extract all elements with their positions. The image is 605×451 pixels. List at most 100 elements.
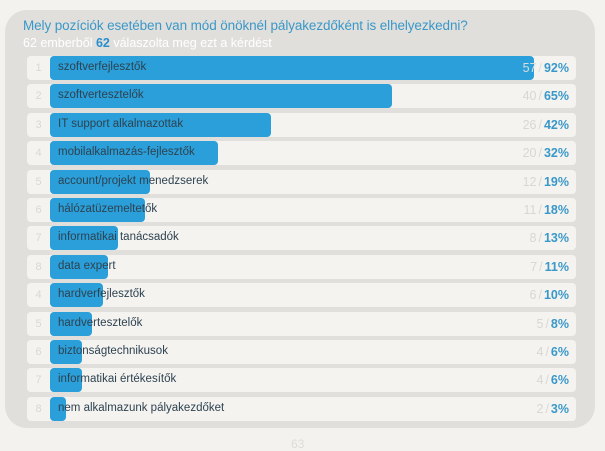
bar — [50, 311, 93, 336]
answer-value: 26/42% — [523, 113, 569, 137]
rank-number: 4 — [35, 289, 42, 302]
respondents-prefix: emberből — [36, 36, 96, 50]
rank-number: 7 — [35, 232, 42, 245]
answer-label: account/projekt menedzserek — [58, 174, 209, 187]
value-separator: / — [538, 146, 542, 161]
answer-value: 8/13% — [530, 226, 569, 250]
respondents-answered: 62 — [95, 36, 110, 50]
answer-percent: 11% — [544, 259, 569, 274]
answer-value: 5/8% — [536, 312, 569, 336]
bar — [50, 84, 392, 109]
answer-row: 2 szoftvertesztelők 40/65% — [27, 84, 576, 109]
bar — [50, 283, 103, 308]
value-separator: / — [545, 373, 549, 388]
rank-number: 5 — [35, 317, 42, 330]
value-separator: / — [545, 345, 549, 359]
answer-label: mobilalkalmazás-fejlesztők — [58, 146, 195, 159]
value-separator: / — [538, 61, 542, 75]
answer-count: 2 — [536, 401, 544, 416]
value-separator: / — [538, 203, 542, 217]
answer-row: 6 biztonságtechnikusok 4/6% — [27, 340, 576, 364]
value-separator: / — [539, 259, 543, 274]
answer-count: 57 — [522, 61, 537, 75]
answer-percent: 32% — [543, 146, 569, 161]
value-separator: / — [538, 288, 542, 303]
value-separator: / — [545, 316, 549, 331]
answer-percent: 65% — [543, 89, 569, 104]
answer-row: 1 szoftverfejlesztők 57/92% — [27, 56, 576, 80]
rank-number: 8 — [35, 260, 42, 273]
answer-percent: 6% — [550, 373, 569, 388]
answer-row: 4 hardverfejlesztők 6/10% — [27, 283, 576, 308]
answer-percent: 10% — [543, 288, 569, 303]
answer-row: 5 hardvertesztelők 5/8% — [27, 311, 576, 336]
rank-number: 1 — [35, 62, 42, 74]
value-separator: / — [538, 231, 542, 246]
rank-number: 6 — [35, 346, 42, 358]
answer-percent: 18% — [543, 203, 569, 217]
bar — [50, 141, 219, 166]
answer-row: 5 account/projekt menedzserek 12/19% — [27, 169, 576, 194]
answer-label: szoftverfejlesztők — [58, 61, 147, 73]
bar — [50, 169, 150, 194]
answer-percent: 3% — [550, 401, 569, 416]
value-separator: / — [538, 117, 542, 132]
answer-label: informatikai értékesítők — [58, 373, 177, 386]
answer-value: 4/6% — [536, 368, 569, 392]
answer-label: hardvertesztelők — [58, 316, 143, 329]
bar — [50, 396, 66, 421]
answer-count: 26 — [522, 117, 537, 132]
answer-value: 40/65% — [523, 84, 569, 108]
answer-value: 7/11% — [530, 255, 569, 279]
answer-percent: 42% — [543, 117, 569, 132]
answer-label: hardverfejlesztők — [58, 288, 145, 301]
answer-row: 4 mobilalkalmazás-fejlesztők 20/32% — [27, 141, 576, 166]
answer-value: 20/32% — [523, 141, 569, 165]
answer-count: 5 — [536, 316, 544, 331]
answer-count: 7 — [530, 259, 538, 274]
rank-number: 8 — [35, 402, 42, 415]
rank-number: 6 — [35, 204, 42, 216]
answer-count: 4 — [536, 373, 544, 388]
bar — [50, 340, 82, 364]
rank-number: 5 — [35, 175, 42, 188]
bar — [50, 254, 108, 279]
answer-count: 4 — [536, 345, 544, 359]
answer-value: 4/6% — [536, 340, 569, 364]
rank-number: 4 — [35, 147, 42, 160]
answer-value: 6/10% — [530, 283, 569, 307]
respondents-summary: 62 emberből 62 válaszolta meg ezt a kérd… — [23, 36, 272, 50]
answer-percent: 13% — [543, 231, 569, 246]
answer-label: nem alkalmazunk pályakezdőket — [58, 401, 225, 414]
value-separator: / — [545, 401, 549, 416]
answer-value: 57/92% — [523, 56, 569, 80]
value-separator: / — [538, 174, 542, 189]
bar — [50, 56, 534, 80]
answer-label: hálózatüzemeltetők — [58, 203, 158, 215]
answer-label: szoftvertesztelők — [58, 89, 144, 102]
answer-count: 11 — [523, 203, 537, 217]
answer-label: biztonságtechnikusok — [58, 345, 168, 357]
rank-number: 3 — [35, 118, 42, 131]
answer-row: 6 hálózatüzemeltetők 11/18% — [27, 198, 576, 222]
answer-row: 8 nem alkalmazunk pályakezdőket 2/3% — [27, 396, 576, 421]
answer-label: informatikai tanácsadók — [58, 231, 179, 244]
respondents-total: 62 — [23, 36, 37, 50]
answer-row: 8 data expert 7/11% — [27, 254, 576, 279]
answer-label: IT support alkalmazottak — [58, 117, 184, 130]
next-card-partial-text: 63 — [291, 437, 305, 451]
answer-count: 12 — [522, 174, 537, 189]
respondents-suffix: válaszolta meg ezt a kérdést — [109, 36, 272, 50]
answer-row: 3 IT support alkalmazottak 26/42% — [27, 112, 576, 137]
answer-row: 7 informatikai értékesítők 4/6% — [27, 368, 576, 393]
value-separator: / — [538, 89, 542, 104]
answer-value: 12/19% — [523, 170, 569, 194]
answer-count: 20 — [522, 146, 537, 161]
answer-percent: 8% — [550, 316, 569, 331]
answer-label: data expert — [58, 259, 116, 272]
answer-count: 6 — [529, 288, 537, 303]
bar — [50, 226, 119, 251]
answer-row: 7 informatikai tanácsadók 8/13% — [27, 226, 576, 251]
bar — [50, 112, 271, 137]
